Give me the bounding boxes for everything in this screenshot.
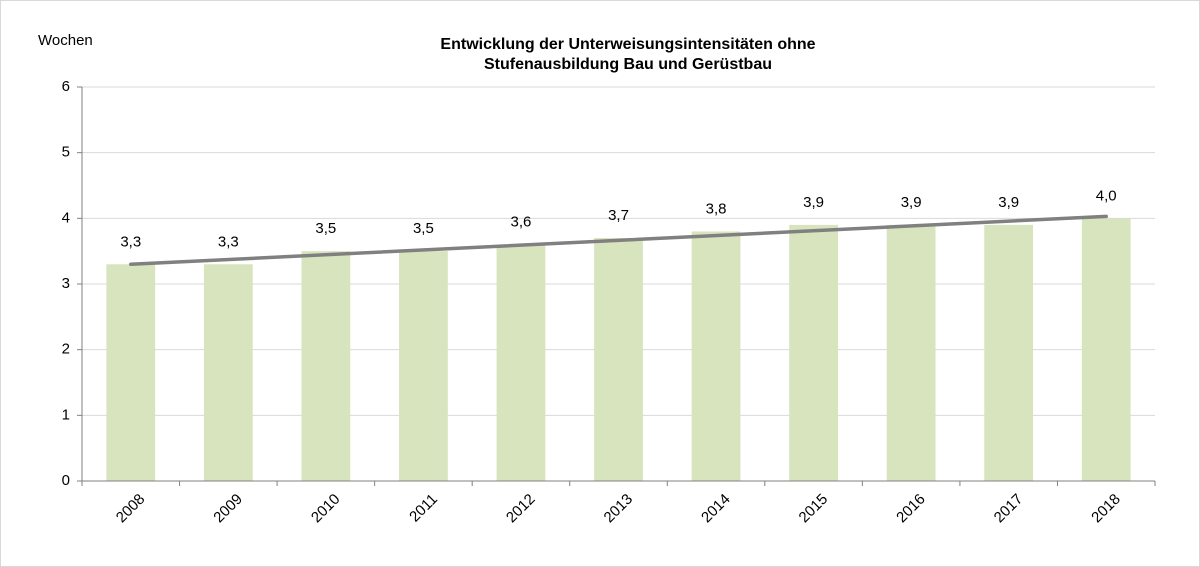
value-label: 3,3 [120, 233, 141, 250]
bar [301, 251, 351, 481]
value-label: 3,7 [608, 207, 629, 224]
value-label: 3,9 [901, 194, 922, 211]
bar [1081, 218, 1131, 482]
bar [886, 224, 936, 481]
bar [496, 244, 546, 481]
value-label: 3,3 [218, 233, 239, 250]
value-label: 3,9 [803, 194, 824, 211]
bar [399, 251, 448, 481]
chart-subtitle: Stufenausbildung Bau und Gerüstbau [484, 56, 772, 73]
bar [789, 224, 838, 481]
y-tick-label: 3 [62, 275, 70, 292]
y-tick-label: 5 [62, 144, 70, 161]
y-tick-label: 1 [62, 406, 70, 423]
y-axis-label: Wochen [38, 32, 93, 49]
value-label: 3,9 [998, 194, 1019, 211]
value-label: 3,8 [706, 200, 727, 217]
value-label: 3,5 [315, 220, 336, 237]
bar [594, 238, 643, 481]
value-label: 3,6 [511, 214, 532, 231]
bar [691, 231, 741, 481]
value-label: 3,5 [413, 220, 434, 237]
trend-line [129, 214, 1108, 267]
y-tick-label: 0 [62, 472, 70, 489]
y-tick-label: 6 [62, 78, 70, 95]
bar [106, 264, 156, 481]
bar [203, 264, 253, 481]
y-tick-label: 2 [62, 341, 70, 358]
chart-title: Entwicklung der Unterweisungsintensitäte… [440, 36, 815, 53]
value-label: 4,0 [1096, 187, 1117, 204]
bar [984, 224, 1034, 481]
y-tick-label: 4 [62, 209, 70, 226]
